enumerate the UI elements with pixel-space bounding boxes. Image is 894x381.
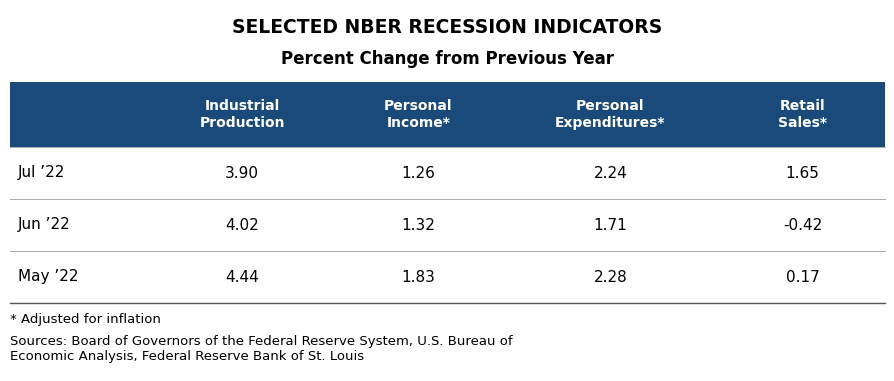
Text: 1.65: 1.65: [785, 165, 818, 181]
Text: 4.44: 4.44: [225, 269, 258, 285]
Text: * Adjusted for inflation: * Adjusted for inflation: [10, 313, 161, 326]
Text: Personal
Income*: Personal Income*: [384, 99, 452, 130]
Text: 1.26: 1.26: [401, 165, 435, 181]
Bar: [10, 147, 884, 199]
Text: Jun ’22: Jun ’22: [18, 218, 71, 232]
Text: 1.71: 1.71: [593, 218, 627, 232]
Text: SELECTED NBER RECESSION INDICATORS: SELECTED NBER RECESSION INDICATORS: [232, 18, 662, 37]
Bar: [10, 251, 884, 303]
Text: Personal
Expenditures*: Personal Expenditures*: [554, 99, 665, 130]
Text: Sources: Board of Governors of the Federal Reserve System, U.S. Bureau of
Econom: Sources: Board of Governors of the Feder…: [10, 335, 512, 363]
Text: 1.32: 1.32: [401, 218, 435, 232]
Text: 4.02: 4.02: [225, 218, 258, 232]
Text: May ’22: May ’22: [18, 269, 79, 285]
Text: 3.90: 3.90: [225, 165, 259, 181]
Text: Industrial
Production: Industrial Production: [199, 99, 284, 130]
Text: Percent Change from Previous Year: Percent Change from Previous Year: [281, 50, 613, 68]
Text: 2.24: 2.24: [593, 165, 627, 181]
Text: Retail
Sales*: Retail Sales*: [777, 99, 826, 130]
Bar: [10, 82, 884, 147]
Text: 1.83: 1.83: [401, 269, 435, 285]
Text: Jul ’22: Jul ’22: [18, 165, 65, 181]
Text: 0.17: 0.17: [785, 269, 818, 285]
Bar: [10, 199, 884, 251]
Text: 2.28: 2.28: [593, 269, 627, 285]
Text: -0.42: -0.42: [782, 218, 821, 232]
